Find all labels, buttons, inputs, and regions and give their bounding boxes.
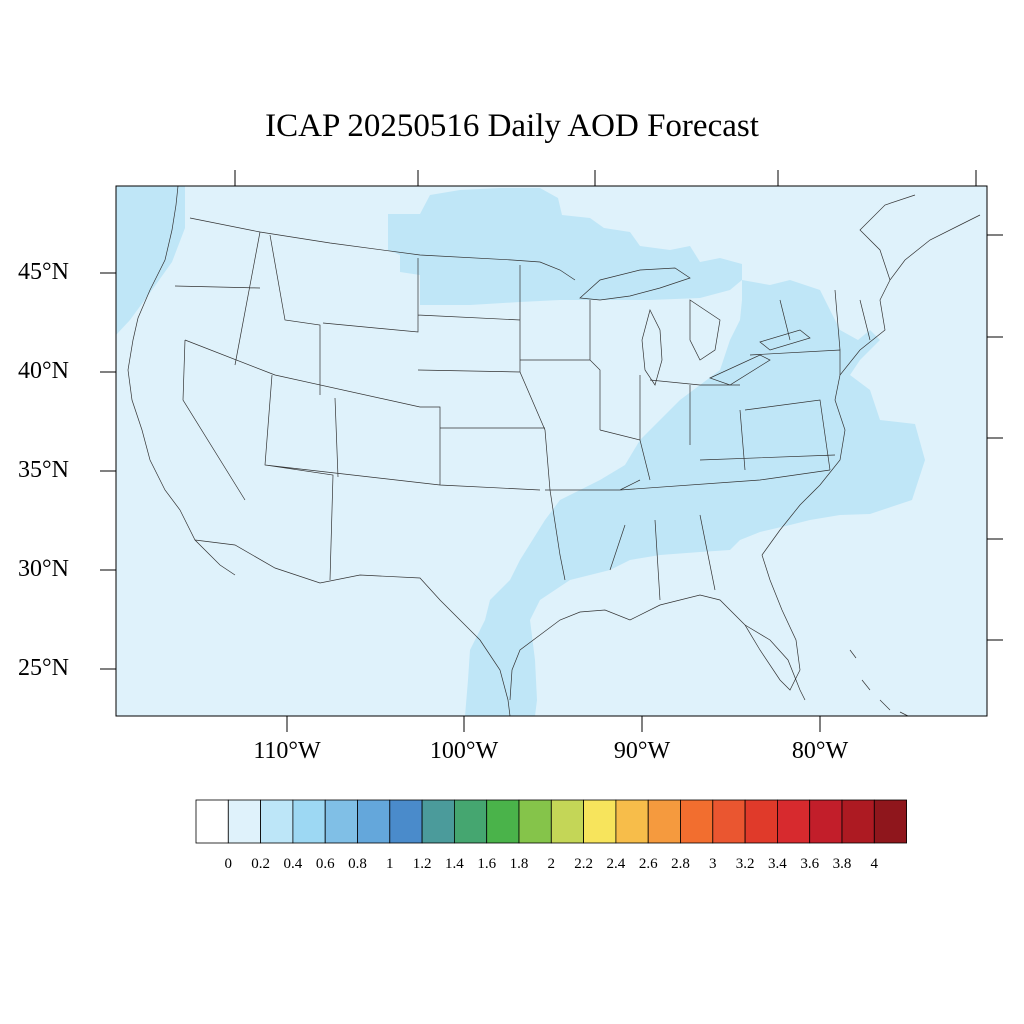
colorbar-tick-label: 1.8 xyxy=(509,856,529,872)
colorbar-swatch xyxy=(777,799,811,844)
boundary-lines xyxy=(127,185,981,717)
border-mexico xyxy=(194,539,511,717)
colorbar-swatch xyxy=(421,799,455,844)
colorbar-tick-label: 1 xyxy=(386,856,394,872)
lat-label-30: 30°N xyxy=(18,556,69,582)
colorbar-swatch xyxy=(518,799,552,844)
colorbar-swatch xyxy=(453,799,488,844)
colorbar-swatch xyxy=(260,799,294,844)
colorbar-swatch xyxy=(292,799,326,844)
great-lake-erie xyxy=(709,354,771,386)
great-lake-michigan xyxy=(641,309,663,386)
colorbar-swatch xyxy=(324,799,358,844)
colorbar-tick-label: 0.2 xyxy=(251,856,270,872)
border-maine xyxy=(859,194,916,281)
colorbar-tick-label: 0.8 xyxy=(348,856,367,872)
aod-patch-pacific-nw xyxy=(116,186,185,335)
colorbar-swatch xyxy=(227,799,262,844)
state-borders xyxy=(174,231,871,601)
colorbar-tick-label: 0 xyxy=(224,856,233,872)
great-lake-superior xyxy=(579,267,691,301)
colorbar-tick-label: 1.2 xyxy=(412,856,432,872)
colorbar-tick-label: 2.2 xyxy=(574,856,593,872)
aod-patch-east-band xyxy=(465,280,925,716)
border-canada xyxy=(189,217,576,281)
bahamas-islands xyxy=(849,649,909,717)
colorbar-tick-label: 2.6 xyxy=(638,856,658,872)
colorbar-swatch xyxy=(809,799,843,844)
coast-florida xyxy=(744,624,806,701)
colorbar-swatch xyxy=(744,799,778,844)
colorbar-tick-label: 2.8 xyxy=(671,856,690,872)
colorbar-tick-label: 0.6 xyxy=(315,856,335,872)
coast-gulf xyxy=(509,554,801,701)
lon-label-80: 80°W xyxy=(791,738,849,764)
colorbar-swatch xyxy=(195,799,229,844)
colorbar-swatch xyxy=(550,799,584,844)
coast-atlantic xyxy=(761,214,981,556)
colorbar-tick-label: 2.4 xyxy=(606,856,626,872)
colorbar-tick-label: 2 xyxy=(547,856,556,872)
colorbar xyxy=(195,799,907,844)
colorbar-swatch xyxy=(841,799,875,844)
colorbar-swatch xyxy=(357,799,391,844)
colorbar-tick-label: 3 xyxy=(709,856,717,872)
colorbar-tick-label: 4 xyxy=(870,856,879,872)
colorbar-swatch xyxy=(615,799,649,844)
great-lake-huron xyxy=(689,299,721,361)
colorbar-swatch xyxy=(389,799,423,844)
colorbar-tick-label: 3.2 xyxy=(735,856,755,872)
map-title: ICAP 20250516 Daily AOD Forecast xyxy=(265,108,759,144)
aod-patch-northern-plains xyxy=(388,188,742,305)
colorbar-swatch xyxy=(486,799,520,844)
coast-pacific xyxy=(127,185,236,576)
colorbar-tick-label: 3.4 xyxy=(768,856,787,872)
lon-label-90: 90°W xyxy=(613,738,671,764)
colorbar-tick-label: 3.8 xyxy=(832,856,852,872)
colorbar-swatch xyxy=(712,799,746,844)
colorbar-tick-label: 1.6 xyxy=(477,856,497,872)
lon-label-100: 100°W xyxy=(429,738,499,764)
lon-label-110: 110°W xyxy=(253,738,321,764)
colorbar-tick-label: 1.4 xyxy=(445,856,464,872)
great-lake-ontario xyxy=(759,329,811,351)
colorbar-tick-label: 0.4 xyxy=(283,856,303,872)
lat-label-35: 35°N xyxy=(18,457,69,483)
lat-label-45: 45°N xyxy=(18,259,69,285)
colorbar-tick-label: 3.6 xyxy=(800,856,820,872)
map-frame xyxy=(115,185,988,717)
colorbar-swatch xyxy=(583,799,617,844)
aod-elevated-regions xyxy=(116,186,925,716)
ticks xyxy=(100,170,1003,732)
colorbar-swatch xyxy=(647,799,681,844)
colorbar-swatch xyxy=(680,799,714,844)
lat-label-40: 40°N xyxy=(18,358,69,384)
colorbar-swatch xyxy=(873,799,907,844)
lat-label-25: 25°N xyxy=(18,655,69,681)
